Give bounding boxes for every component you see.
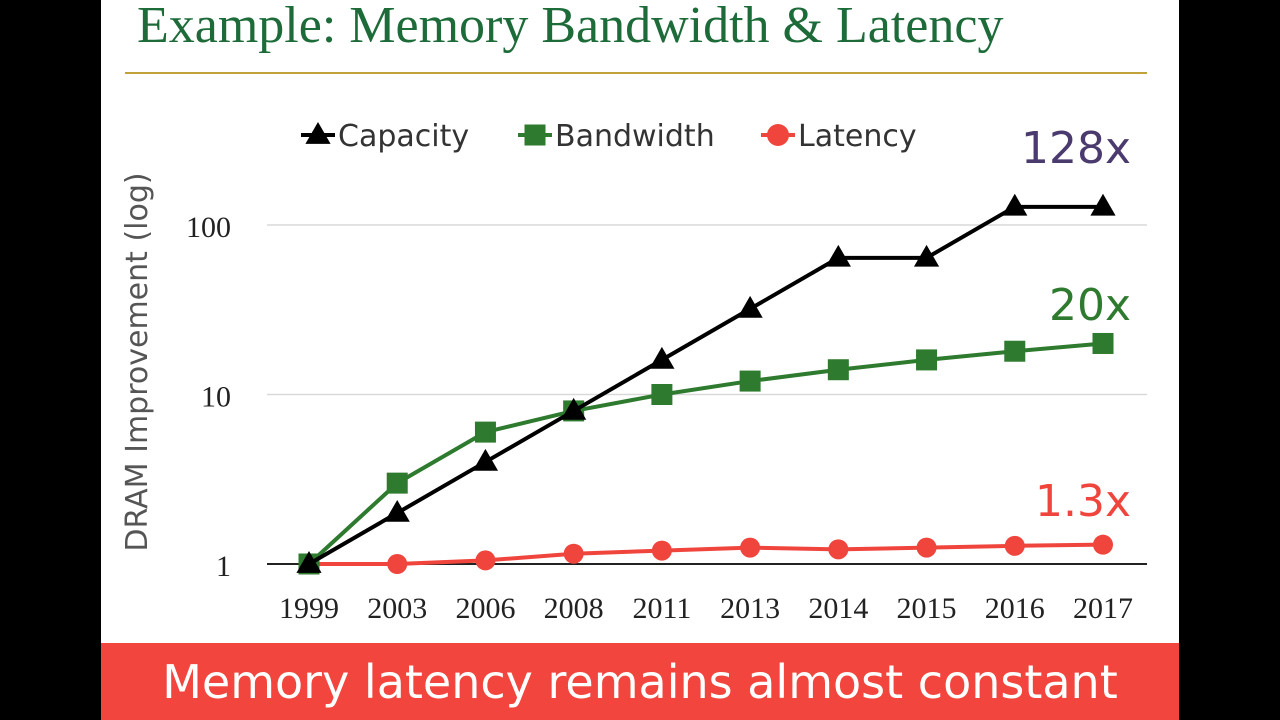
latency-point (1004, 535, 1025, 556)
x-tick-label: 2006 (455, 592, 515, 625)
x-tick-label: 1999 (279, 592, 339, 625)
annotation-latency: 1.3x (1035, 476, 1131, 527)
latency-point (828, 539, 849, 560)
y-tick-label: 1 (216, 550, 231, 583)
chart: 1 10 100 1999 2003 2006 2008 2011 2013 2014 2015 2… (120, 119, 1147, 625)
latency-point (740, 537, 761, 558)
legend-item-capacity: Capacity (301, 119, 469, 154)
bandwidth-point (916, 349, 938, 371)
capacity-line (307, 204, 1103, 566)
bandwidth-point (1004, 340, 1026, 362)
legend-marker (524, 124, 546, 146)
annotation-capacity: 128x (1021, 123, 1131, 174)
banner-text: Memory latency remains almost constant (162, 654, 1118, 709)
x-tick-label: 2016 (985, 592, 1045, 625)
title-rule (125, 72, 1147, 74)
capacity-point (649, 346, 675, 369)
capacity-point (561, 397, 587, 420)
chart-annotations: 128x 20x 1.3x (1021, 123, 1131, 527)
latency-point (1093, 534, 1113, 555)
legend-label: Bandwidth (555, 119, 715, 154)
legend-item-bandwidth: Bandwidth (518, 119, 715, 154)
series-bandwidth (298, 332, 1114, 575)
latency-point (916, 537, 937, 558)
y-tick-label: 10 (201, 381, 231, 414)
x-tick-label: 2015 (897, 592, 957, 625)
bandwidth-point (386, 472, 408, 494)
bandwidth-point (474, 421, 496, 443)
legend-label: Capacity (338, 119, 469, 154)
bandwidth-point (1092, 332, 1114, 354)
y-tick-labels: 1 10 100 (186, 211, 231, 583)
latency-line (309, 542, 1104, 566)
legend-item-latency: Latency (761, 119, 917, 154)
bandwidth-point (827, 359, 849, 381)
y-tick-label: 100 (186, 211, 231, 244)
x-tick-label: 2008 (544, 592, 604, 625)
x-tick-label: 2003 (367, 592, 427, 625)
capacity-point (384, 499, 410, 522)
x-tick-label: 2013 (720, 592, 780, 625)
x-tick-label: 2011 (632, 592, 691, 625)
latency-point (387, 554, 408, 574)
chart-series (296, 193, 1116, 575)
slide: Example: Memory Bandwidth & Latency 1 10 1… (101, 0, 1179, 720)
x-tick-labels: 1999 2003 2006 2008 2011 2013 2014 2015 2016 2017 (279, 592, 1133, 625)
slide-title: Example: Memory Bandwidth & Latency (137, 0, 1004, 54)
latency-point (563, 543, 584, 564)
capacity-point (737, 295, 763, 318)
latency-point (475, 550, 496, 571)
banner: Memory latency remains almost constant (101, 643, 1179, 720)
capacity-point (1002, 193, 1028, 216)
bandwidth-line (307, 341, 1104, 566)
capacity-point (1090, 193, 1116, 216)
series-latency (299, 534, 1113, 574)
y-axis-label: DRAM Improvement (log) (120, 172, 155, 551)
chart-legend: Capacity Bandwidth Latency (301, 119, 917, 154)
legend-label: Latency (798, 119, 917, 154)
x-tick-label: 2017 (1073, 592, 1133, 625)
capacity-point (472, 448, 499, 471)
legend-marker (305, 121, 331, 144)
bandwidth-point (651, 384, 673, 405)
capacity-point (296, 550, 322, 573)
capacity-point (825, 244, 851, 267)
capacity-point (913, 244, 940, 267)
annotation-bandwidth: 20x (1049, 280, 1131, 331)
bandwidth-point (739, 370, 761, 392)
legend-marker (767, 124, 789, 146)
series-capacity (296, 193, 1116, 573)
x-tick-label: 2014 (808, 592, 868, 625)
latency-point (651, 540, 672, 561)
